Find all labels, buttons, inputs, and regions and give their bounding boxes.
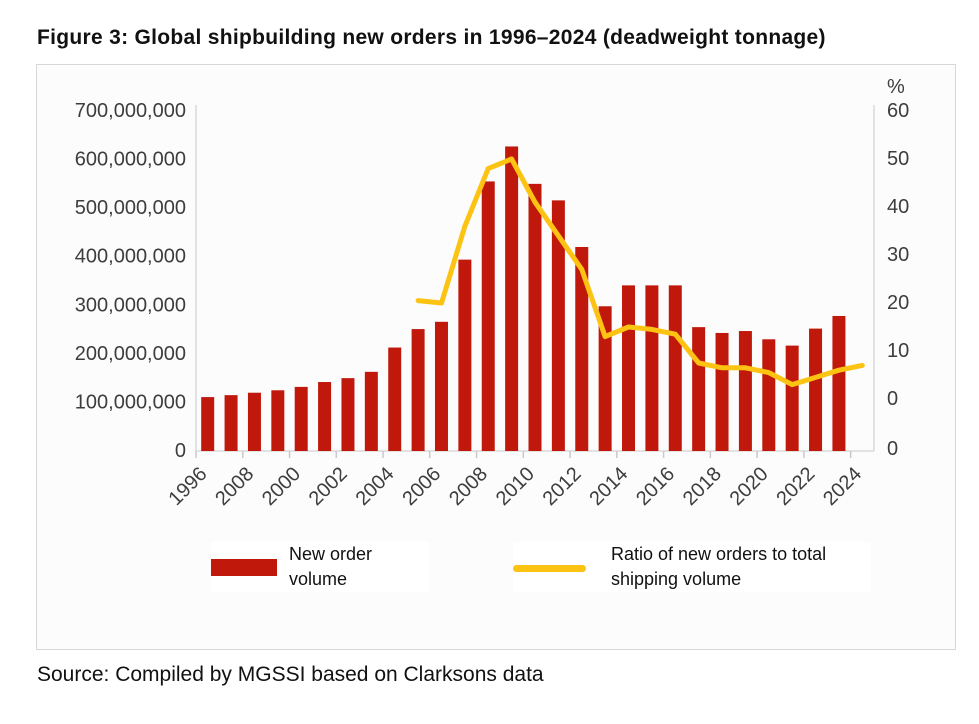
bar-2006 [434, 321, 448, 451]
bar-2022 [809, 328, 823, 451]
right-axis-label: 30 [887, 244, 909, 266]
bar-2016 [668, 285, 682, 451]
right-axis-unit-label: % [887, 76, 905, 98]
right-axis-label: 50 [887, 148, 909, 170]
bar-2017 [692, 327, 706, 451]
bar-2015 [645, 285, 659, 451]
bar-2019 [738, 331, 752, 451]
x-axis-year-label: 2022 [772, 463, 819, 510]
bar-2013 [598, 306, 612, 451]
right-axis-label: 40 [887, 196, 909, 218]
bar-2000 [294, 386, 308, 451]
right-axis-label: 20 [887, 292, 909, 314]
ratio-line [415, 156, 865, 388]
x-axis-year-label: 1996 [165, 463, 212, 510]
bar-2008 [481, 181, 495, 451]
legend-label-ratio: Ratio of new orders to total shipping vo… [611, 544, 827, 589]
x-axis-year-label: 2020 [726, 463, 773, 510]
left-axis-label: 600,000,000 [75, 149, 186, 171]
x-axis-year-label: 2000 [258, 463, 305, 510]
left-axis-label: 400,000,000 [75, 246, 186, 268]
left-axis-label: 300,000,000 [75, 294, 186, 316]
bar-2004 [388, 347, 402, 451]
bar-1999 [271, 390, 285, 451]
left-axis-label: 700,000,000 [75, 100, 186, 122]
figure-title: Figure 3: Global shipbuilding new orders… [37, 26, 826, 49]
legend-label-new-order-volume: New order volume [289, 544, 373, 589]
bar-2007 [458, 259, 472, 451]
bar-2018 [715, 332, 729, 451]
x-axis-year-label: 2014 [585, 463, 632, 510]
bar-1997 [224, 395, 238, 451]
bar-1998 [247, 392, 261, 451]
right-axis-bottom-zero-label: 0 [887, 438, 898, 460]
left-axis-label: 500,000,000 [75, 197, 186, 219]
bar-2002 [341, 378, 355, 451]
bar-2023 [832, 315, 846, 451]
bar-2001 [318, 382, 332, 451]
bar-2011 [551, 200, 565, 451]
line-series-swatch [513, 565, 586, 572]
x-axis-year-label: 2002 [305, 463, 352, 510]
bar-2020 [762, 339, 776, 451]
x-axis-year-label: 2008 [211, 463, 258, 510]
x-axis-year-label: 2008 [445, 463, 492, 510]
right-axis-label: 10 [887, 340, 909, 362]
bar-1996 [201, 397, 215, 451]
x-axis-year-label: 2018 [679, 463, 726, 510]
bar-2012 [575, 247, 589, 451]
left-axis-label: 200,000,000 [75, 343, 186, 365]
x-axis-year-label: 2006 [398, 463, 445, 510]
bar-2010 [528, 183, 542, 451]
bar-2003 [364, 371, 378, 451]
x-axis-year-label: 2004 [352, 463, 399, 510]
x-axis-year-label: 2012 [539, 463, 586, 510]
bar-2009 [505, 146, 519, 451]
left-axis-label: 0 [175, 440, 186, 462]
chart-panel: 700,000,000 600,000,000 500,000,000 400,000… [36, 64, 956, 650]
right-axis-label: 0 [887, 388, 898, 410]
x-axis-year-label: 2016 [632, 463, 679, 510]
x-axis-year-label: 2010 [492, 463, 539, 510]
source-note: Source: Compiled by MGSSI based on Clark… [37, 663, 544, 686]
left-axis-label: 100,000,000 [75, 391, 186, 413]
right-axis-label: 60 [887, 100, 909, 122]
legend-item-ratio: Ratio of new orders to total shipping vo… [513, 542, 871, 592]
combo-chart: 700,000,000 600,000,000 500,000,000 400,000… [75, 76, 909, 510]
bar-2021 [785, 345, 799, 451]
bar-2014 [622, 285, 636, 451]
legend-item-new-order-volume: New order volume [211, 542, 429, 592]
bar-2005 [411, 329, 425, 451]
bar-series-swatch [211, 559, 277, 576]
x-axis-year-label: 2024 [819, 463, 866, 510]
